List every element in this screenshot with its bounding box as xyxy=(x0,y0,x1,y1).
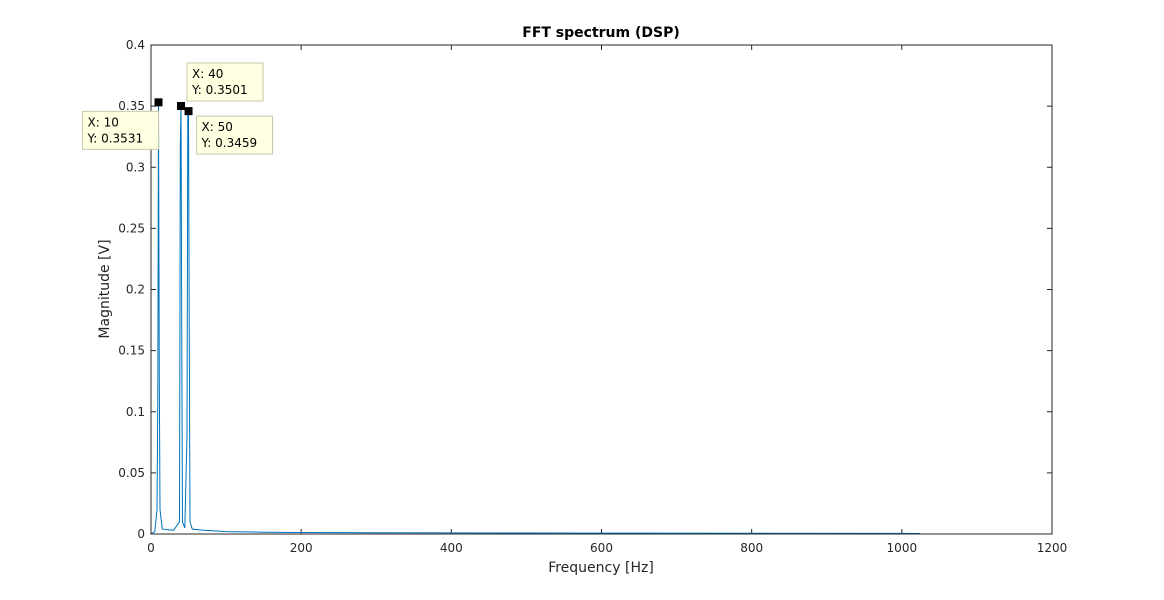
datatip-marker[interactable] xyxy=(184,107,193,116)
x-axis-title: Frequency [Hz] xyxy=(548,560,654,576)
y-tick-label: 0.05 xyxy=(118,466,145,480)
datatip-y-label: Y: 0.3531 xyxy=(87,131,144,145)
x-tick-label: 400 xyxy=(440,541,463,555)
x-tick-label: 200 xyxy=(290,541,313,555)
datatip-box xyxy=(196,115,274,155)
datatip[interactable]: X: 40 Y: 0.3501 xyxy=(177,62,264,111)
y-tick-label: 0.3 xyxy=(126,160,145,174)
datatip-x-label: X: 50 xyxy=(202,120,233,134)
datatip[interactable]: X: 10 Y: 0.3531 xyxy=(82,98,163,150)
datatip-box xyxy=(186,62,264,102)
datatip-box xyxy=(82,110,160,150)
ticks-layer: 0 200 400 600 800 1000 1200 0 0.05 0.1 0.15 0.2 0.25… xyxy=(118,38,1067,555)
spectrum-line xyxy=(150,102,920,535)
x-tick-label: 1000 xyxy=(887,541,918,555)
y-tick-label: 0.15 xyxy=(118,344,145,358)
datatip[interactable]: X: 50 Y: 0.3459 xyxy=(184,107,274,155)
datatip-y-label: Y: 0.3459 xyxy=(201,136,258,150)
x-tick-label: 600 xyxy=(590,541,613,555)
x-tick-label: 1200 xyxy=(1037,541,1068,555)
datatip-marker[interactable] xyxy=(177,102,186,111)
y-tick-label: 0.35 xyxy=(118,99,145,113)
y-tick-label: 0.2 xyxy=(126,283,145,297)
x-tick-label: 800 xyxy=(740,541,763,555)
datatip-x-label: X: 40 xyxy=(192,67,223,81)
datatip-x-label: X: 10 xyxy=(88,115,119,129)
x-tick-label: 0 xyxy=(147,541,155,555)
chart-title: FFT spectrum (DSP) xyxy=(522,25,680,41)
y-tick-label: 0 xyxy=(137,527,145,541)
datatip-marker[interactable] xyxy=(154,98,163,107)
axes-background xyxy=(151,45,1052,534)
y-tick-label: 0.25 xyxy=(118,221,145,235)
datatip-y-label: Y: 0.3501 xyxy=(191,83,248,97)
y-tick-label: 0.4 xyxy=(126,38,145,52)
datatips-layer: X: 10 Y: 0.3531 X: 40 Y: 0.3501 X: 50 Y: 0.34… xyxy=(82,62,274,155)
y-axis-title: Magnitude [V] xyxy=(97,239,113,338)
axes-box xyxy=(150,44,1053,535)
y-tick-label: 0.1 xyxy=(126,405,145,419)
